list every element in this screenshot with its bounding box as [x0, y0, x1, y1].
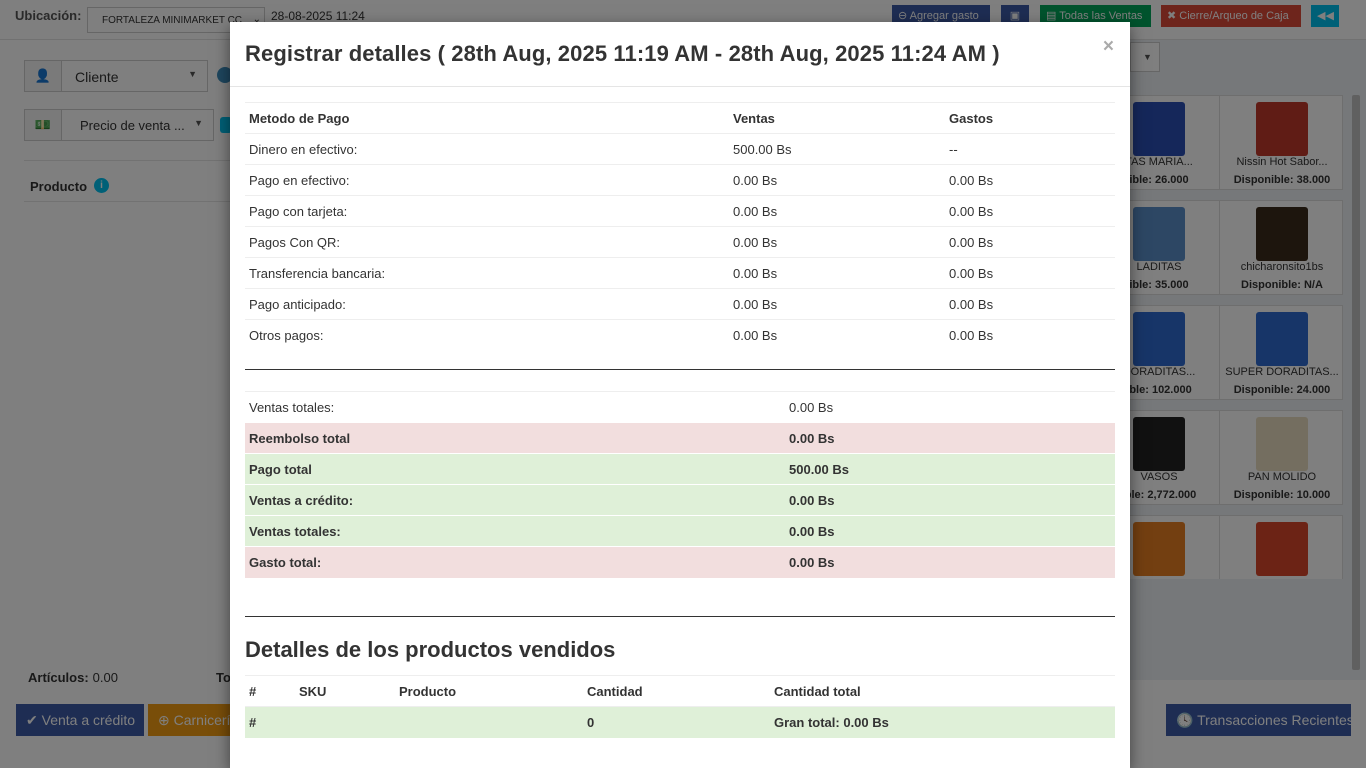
payment-method-label: Transferencia bancaria: [245, 257, 729, 289]
summary-row: Ventas totales: 0.00 Bs [245, 391, 1115, 423]
payment-sales-value: 0.00 Bs [729, 226, 945, 258]
payment-methods-table: Metodo de Pago Ventas Gastos Dinero en e… [245, 102, 1115, 351]
payment-sales-value: 500.00 Bs [729, 133, 945, 165]
sold-products-table: # SKU Producto Cantidad Cantidad total #… [245, 675, 1115, 738]
payment-expenses-value: 0.00 Bs [945, 195, 1115, 227]
table-header-row: # SKU Producto Cantidad Cantidad total [245, 675, 1115, 707]
table-row: Dinero en efectivo: 500.00 Bs -- [245, 133, 1115, 165]
payment-expenses-value: 0.00 Bs [945, 288, 1115, 320]
header-quantity: Cantidad [583, 675, 770, 707]
table-row: Pago en efectivo: 0.00 Bs 0.00 Bs [245, 164, 1115, 196]
header-sales: Ventas [729, 102, 945, 134]
payment-sales-value: 0.00 Bs [729, 164, 945, 196]
summary-value: 0.00 Bs [785, 422, 1115, 454]
grand-total: Gran total: 0.00 Bs [770, 706, 1115, 738]
payment-expenses-value: -- [945, 133, 1115, 165]
summary-value: 0.00 Bs [785, 484, 1115, 516]
payment-method-label: Pagos Con QR: [245, 226, 729, 258]
modal-title: Registrar detalles ( 28th Aug, 2025 11:1… [245, 41, 1000, 66]
table-row: Transferencia bancaria: 0.00 Bs 0.00 Bs [245, 257, 1115, 289]
summary-row: Reembolso total 0.00 Bs [245, 422, 1115, 454]
sold-products-title: Detalles de los productos vendidos [245, 637, 616, 662]
summary-label: Ventas totales: [245, 391, 785, 423]
payment-expenses-value: 0.00 Bs [945, 257, 1115, 289]
register-details-modal: Registrar detalles ( 28th Aug, 2025 11:1… [230, 22, 1130, 768]
total-row-sku [295, 706, 395, 738]
header-expenses: Gastos [945, 102, 1115, 134]
table-header-row: Metodo de Pago Ventas Gastos [245, 102, 1115, 134]
table-row: Pagos Con QR: 0.00 Bs 0.00 Bs [245, 226, 1115, 258]
payment-sales-value: 0.00 Bs [729, 195, 945, 227]
total-row-number: # [245, 706, 295, 738]
divider [245, 369, 1115, 370]
summary-value: 0.00 Bs [785, 546, 1115, 578]
payment-sales-value: 0.00 Bs [729, 257, 945, 289]
modal-header: Registrar detalles ( 28th Aug, 2025 11:1… [230, 22, 1130, 87]
grand-total-row: # 0 Gran total: 0.00 Bs [245, 706, 1115, 738]
payment-method-label: Otros pagos: [245, 319, 729, 351]
header-number: # [245, 675, 295, 707]
header-payment-method: Metodo de Pago [245, 102, 729, 134]
payment-method-label: Pago en efectivo: [245, 164, 729, 196]
summary-row: Gasto total: 0.00 Bs [245, 546, 1115, 578]
table-row: Pago con tarjeta: 0.00 Bs 0.00 Bs [245, 195, 1115, 227]
header-total-quantity: Cantidad total [770, 675, 1115, 707]
payment-method-label: Pago con tarjeta: [245, 195, 729, 227]
summary-value: 500.00 Bs [785, 453, 1115, 485]
header-product: Producto [395, 675, 583, 707]
header-sku: SKU [295, 675, 395, 707]
summary-value: 0.00 Bs [785, 391, 1115, 423]
payment-expenses-value: 0.00 Bs [945, 319, 1115, 351]
summary-label: Ventas a crédito: [245, 484, 785, 516]
close-icon[interactable]: × [1102, 36, 1114, 57]
summary-label: Pago total [245, 453, 785, 485]
payment-expenses-value: 0.00 Bs [945, 226, 1115, 258]
payment-method-label: Dinero en efectivo: [245, 133, 729, 165]
summary-label: Ventas totales: [245, 515, 785, 547]
summary-label: Gasto total: [245, 546, 785, 578]
payment-expenses-value: 0.00 Bs [945, 164, 1115, 196]
summary-label: Reembolso total [245, 422, 785, 454]
payment-sales-value: 0.00 Bs [729, 288, 945, 320]
total-row-quantity: 0 [583, 706, 770, 738]
summary-table: Ventas totales: 0.00 Bs Reembolso total 0.0… [245, 391, 1115, 578]
summary-row: Pago total 500.00 Bs [245, 453, 1115, 485]
total-row-product [395, 706, 583, 738]
payment-sales-value: 0.00 Bs [729, 319, 945, 351]
summary-row: Ventas totales: 0.00 Bs [245, 515, 1115, 547]
table-row: Otros pagos: 0.00 Bs 0.00 Bs [245, 319, 1115, 351]
summary-row: Ventas a crédito: 0.00 Bs [245, 484, 1115, 516]
summary-value: 0.00 Bs [785, 515, 1115, 547]
divider [245, 616, 1115, 617]
payment-method-label: Pago anticipado: [245, 288, 729, 320]
table-row: Pago anticipado: 0.00 Bs 0.00 Bs [245, 288, 1115, 320]
